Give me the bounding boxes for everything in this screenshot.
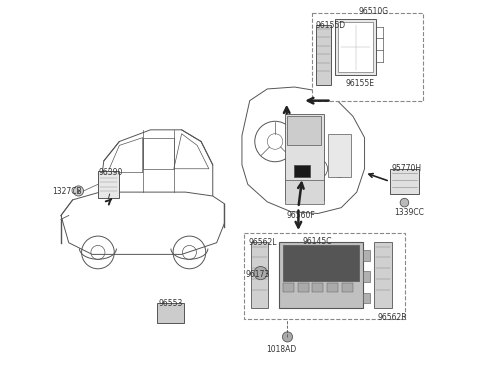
Bar <box>374 242 392 308</box>
Bar <box>295 165 310 177</box>
Bar <box>283 245 359 281</box>
Bar <box>283 283 294 292</box>
Text: 96560F: 96560F <box>287 211 315 220</box>
Text: 95770H: 95770H <box>392 164 422 173</box>
Bar <box>316 25 332 85</box>
Text: 96173: 96173 <box>245 270 270 279</box>
Bar <box>312 283 324 292</box>
Bar <box>244 233 406 319</box>
Bar <box>362 292 370 303</box>
Text: 1327CB: 1327CB <box>52 187 82 196</box>
Bar <box>342 283 353 292</box>
Bar <box>338 22 373 72</box>
Text: 96155E: 96155E <box>345 79 374 88</box>
Circle shape <box>400 198 409 207</box>
Bar <box>362 250 370 261</box>
Bar <box>327 134 351 176</box>
Text: 1339CC: 1339CC <box>395 209 424 218</box>
Circle shape <box>73 186 84 196</box>
Bar <box>157 303 184 323</box>
Bar <box>390 169 419 194</box>
Bar <box>285 180 324 204</box>
Bar <box>279 242 362 308</box>
Text: 1018AD: 1018AD <box>266 345 297 354</box>
Text: 96155D: 96155D <box>315 21 345 30</box>
Bar <box>287 116 321 145</box>
Circle shape <box>166 309 175 318</box>
Bar <box>336 19 376 75</box>
Text: 96562L: 96562L <box>249 238 277 247</box>
Bar <box>285 114 324 200</box>
Circle shape <box>254 267 267 279</box>
Bar <box>327 283 338 292</box>
Text: 96145C: 96145C <box>302 237 332 246</box>
Bar <box>312 13 423 101</box>
Text: 96510G: 96510G <box>359 7 389 16</box>
Circle shape <box>282 332 292 342</box>
Bar <box>362 271 370 282</box>
Bar <box>298 283 309 292</box>
Text: 96562R: 96562R <box>377 313 407 322</box>
Bar <box>98 171 120 198</box>
Text: 96390: 96390 <box>99 168 123 176</box>
Bar <box>251 242 268 308</box>
Text: 96553: 96553 <box>158 299 182 308</box>
